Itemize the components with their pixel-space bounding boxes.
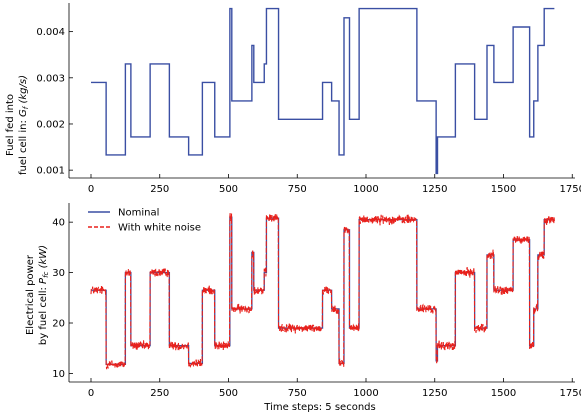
power-chart-y-tick-label: 30 bbox=[52, 268, 65, 279]
power-chart-x-tick-label: 0 bbox=[88, 388, 94, 399]
power-chart-x-tick-label: 1000 bbox=[353, 388, 378, 399]
power-chart-x-tick-label: 1500 bbox=[491, 388, 516, 399]
legend-label-nominal: Nominal bbox=[118, 208, 159, 219]
fuel-chart-x-tick-label: 0 bbox=[88, 184, 94, 195]
fuel-chart-x-tick-label: 750 bbox=[288, 184, 307, 195]
fuel-chart-ylabel-line2: fuel cell in: Gf (kg/s) bbox=[18, 75, 30, 175]
power-chart-x-tick-label: 250 bbox=[150, 388, 169, 399]
power-chart-x-tick-label: 1250 bbox=[422, 388, 447, 399]
power-chart-y-tick-label: 20 bbox=[52, 319, 65, 330]
fuel-chart-ylabel-line1: Fuel fed into bbox=[5, 94, 16, 156]
legend-label-noise: With white noise bbox=[118, 223, 201, 234]
power-chart-y-tick-label: 40 bbox=[52, 218, 65, 229]
fuel-chart-y-tick-label: 0.002 bbox=[36, 119, 65, 130]
fuel-chart-series bbox=[91, 7, 555, 175]
power-chart-y-tick-label: 10 bbox=[52, 369, 65, 380]
legend: Nominal With white noise bbox=[88, 208, 201, 234]
power-chart-xlabel: Time steps: 5 seconds bbox=[263, 402, 375, 413]
series-line-white-noise bbox=[90, 212, 555, 370]
power-chart-series bbox=[90, 212, 555, 370]
fuel-chart-x-tick-label: 1000 bbox=[353, 184, 378, 195]
series-line-fuel bbox=[91, 7, 555, 175]
power-chart-ylabel-line1: Electrical power bbox=[25, 254, 36, 335]
fuel-chart-y-tick-label: 0.003 bbox=[36, 73, 65, 84]
fuel-chart-y-tick-label: 0.001 bbox=[36, 166, 65, 177]
fuel-chart-x-tick-label: 1500 bbox=[491, 184, 516, 195]
fuel-chart-x-tick-label: 250 bbox=[150, 184, 169, 195]
power-chart-x-tick-label: 750 bbox=[288, 388, 307, 399]
fuel-chart-x-tick-label: 500 bbox=[219, 184, 238, 195]
fuel-chart-x-tick-label: 1250 bbox=[422, 184, 447, 195]
power-chart-x-tick-label: 500 bbox=[219, 388, 238, 399]
fuel-chart-y-tick-label: 0.004 bbox=[36, 27, 65, 38]
power-chart-ylabel-line2: by fuel cell: Pfc (kW) bbox=[38, 245, 50, 345]
